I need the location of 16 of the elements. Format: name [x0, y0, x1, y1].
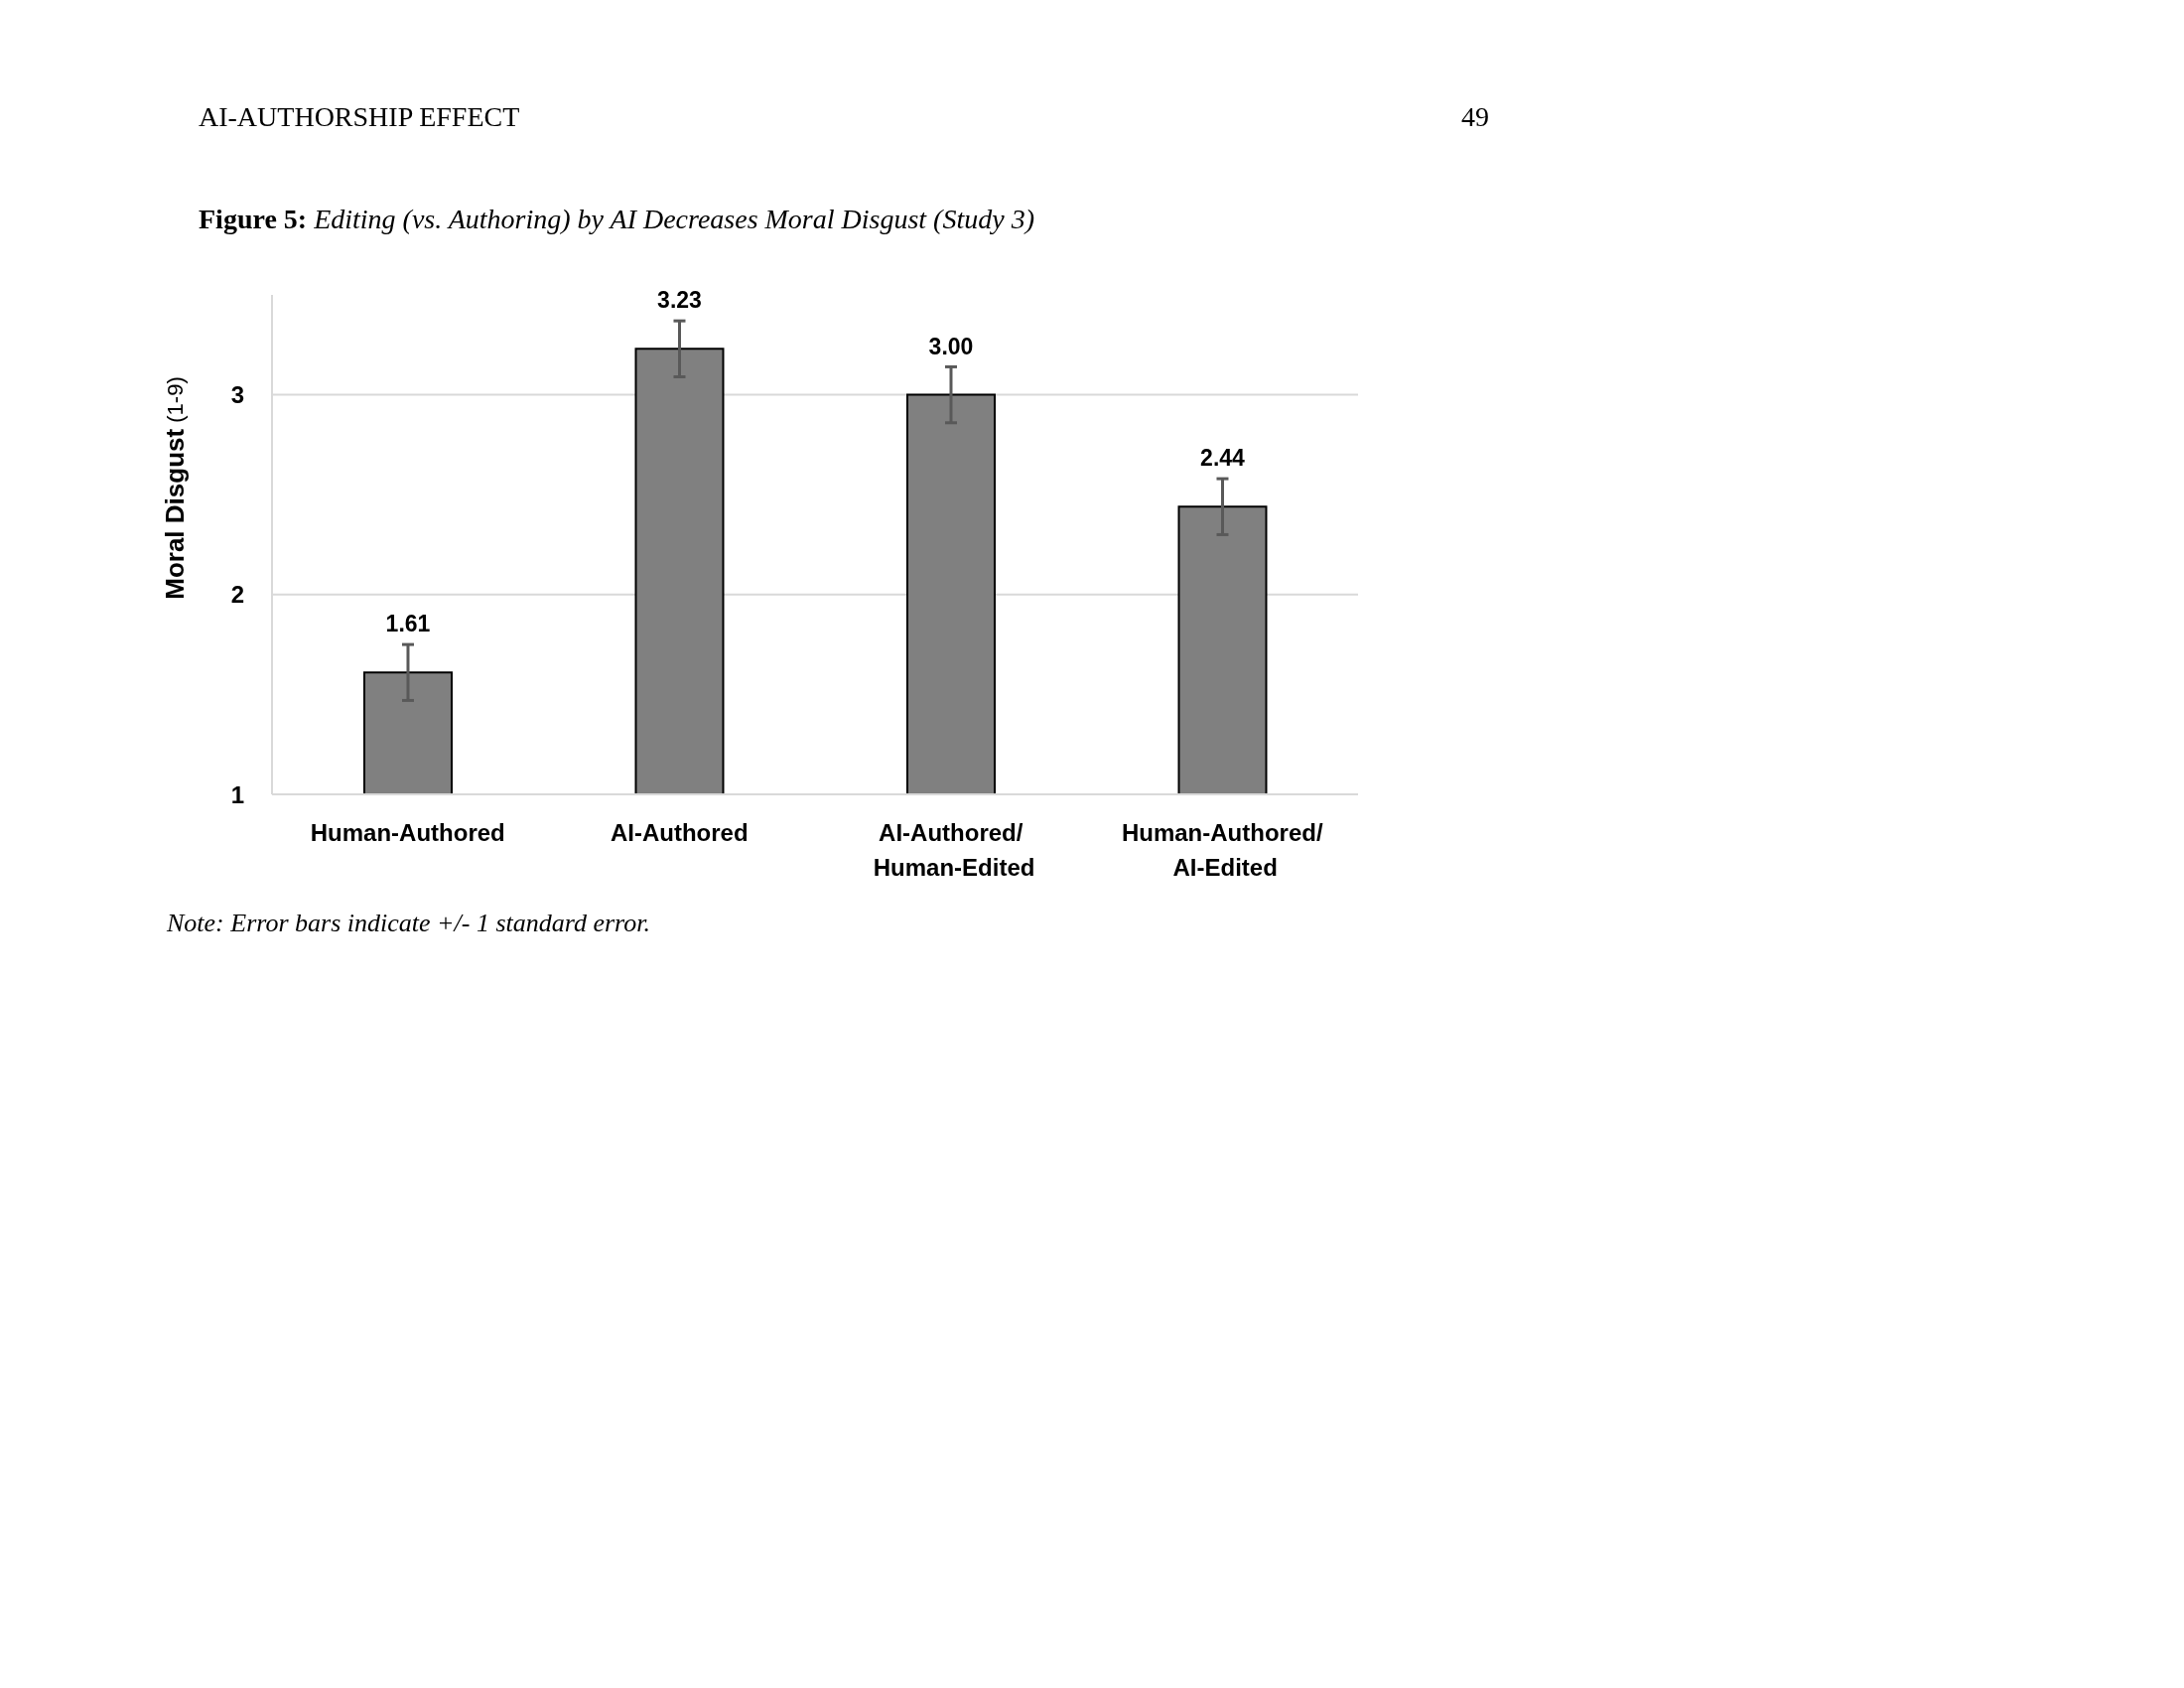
text: Note: Error bars indicate +/- 1 standard error.: [167, 909, 650, 938]
data-label: 3.00: [928, 333, 974, 359]
x-tick-label: Human-Authored/ AI-Edited: [1121, 819, 1323, 881]
y-tick-label: 1: [230, 780, 244, 808]
data-label: 1.61: [385, 611, 431, 637]
text: AI-AUTHORSHIP EFFECT: [199, 101, 520, 133]
y-tick-label: 2: [230, 581, 244, 609]
x-tick-label: Human-Authored: [310, 819, 505, 846]
chart-title: Figure 5: Editing (vs. Authoring) by AI Decreases Moral Disgust (Study 3): [199, 204, 1034, 234]
x-tick-label: AI-Authored: [610, 819, 749, 846]
text: 49: [1461, 101, 1489, 133]
data-label: 2.44: [1200, 445, 1246, 472]
x-tick-label: AI-Authored/ Human-Edited: [867, 819, 1035, 881]
y-tick-label: 3: [230, 381, 244, 409]
data-label: 3.23: [657, 287, 702, 314]
y-axis-title: Moral Disgust (1-9): [160, 376, 190, 600]
